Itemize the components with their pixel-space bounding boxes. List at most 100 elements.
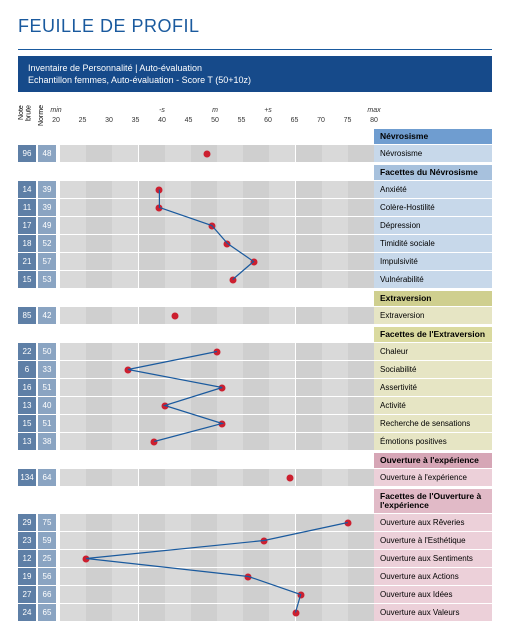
data-point (219, 384, 226, 391)
norm-score: 39 (38, 199, 56, 216)
plot-cell (60, 235, 374, 252)
section-header: Ouverture à l'expérience (374, 453, 492, 468)
raw-score: 13 (18, 397, 36, 414)
section-header: Facettes du Névrosisme (374, 165, 492, 180)
data-row: 12 25 Ouverture aux Sentiments (18, 550, 492, 567)
data-point (229, 276, 236, 283)
raw-score: 6 (18, 361, 36, 378)
plot-cell (60, 361, 374, 378)
data-row: 15 51 Recherche de sensations (18, 415, 492, 432)
row-label: Ouverture aux Valeurs (374, 604, 492, 621)
norm-score: 40 (38, 397, 56, 414)
section-header: Facettes de l'Extraversion (374, 327, 492, 342)
data-point (161, 402, 168, 409)
raw-score: 22 (18, 343, 36, 360)
plot-cell (60, 181, 374, 198)
raw-score: 11 (18, 199, 36, 216)
norm-score: 51 (38, 415, 56, 432)
page-title: FEUILLE DE PROFIL (18, 16, 492, 37)
raw-score: 16 (18, 379, 36, 396)
plot-cell (60, 271, 374, 288)
data-row: 27 66 Ouverture aux Idées (18, 586, 492, 603)
row-label: Timidité sociale (374, 235, 492, 252)
norm-score: 64 (38, 469, 56, 486)
col-raw-label: Note brute (18, 98, 36, 126)
data-row: 16 51 Assertivité (18, 379, 492, 396)
data-point (156, 204, 163, 211)
row-label: Ouverture aux Rêveries (374, 514, 492, 531)
plot-cell (60, 253, 374, 270)
data-row: 29 75 Ouverture aux Rêveries (18, 514, 492, 531)
plot-cell (60, 469, 374, 486)
title-rule (18, 49, 492, 50)
raw-score: 15 (18, 415, 36, 432)
norm-score: 56 (38, 568, 56, 585)
section-header: Névrosisme (374, 129, 492, 144)
data-row: 13 40 Activité (18, 397, 492, 414)
norm-score: 53 (38, 271, 56, 288)
row-label: Activité (374, 397, 492, 414)
data-row: 14 39 Anxiété (18, 181, 492, 198)
raw-score: 15 (18, 271, 36, 288)
row-label: Assertivité (374, 379, 492, 396)
plot-cell (60, 217, 374, 234)
data-row: 15 53 Vulnérabilité (18, 271, 492, 288)
data-point (203, 150, 210, 157)
row-label: Extraversion (374, 307, 492, 324)
norm-score: 51 (38, 379, 56, 396)
raw-score: 21 (18, 253, 36, 270)
norm-score: 42 (38, 307, 56, 324)
banner-line2: Echantillon femmes, Auto-évaluation - Sc… (28, 74, 482, 86)
data-row: 22 50 Chaleur (18, 343, 492, 360)
data-point (245, 573, 252, 580)
raw-score: 19 (18, 568, 36, 585)
norm-score: 38 (38, 433, 56, 450)
plot-cell (60, 397, 374, 414)
plot-cell (60, 568, 374, 585)
row-label: Dépression (374, 217, 492, 234)
plot-cell (60, 379, 374, 396)
norm-score: 57 (38, 253, 56, 270)
data-point (172, 312, 179, 319)
data-point (125, 366, 132, 373)
data-row: 11 39 Colère-Hostilité (18, 199, 492, 216)
norm-score: 59 (38, 532, 56, 549)
row-label: Émotions positives (374, 433, 492, 450)
raw-score: 23 (18, 532, 36, 549)
data-point (287, 474, 294, 481)
norm-score: 52 (38, 235, 56, 252)
plot-cell (60, 604, 374, 621)
row-label: Ouverture à l'expérience (374, 469, 492, 486)
raw-score: 14 (18, 181, 36, 198)
norm-score: 25 (38, 550, 56, 567)
section-header: Facettes de l'Ouverture à l'expérience (374, 489, 492, 513)
data-point (156, 186, 163, 193)
norm-score: 39 (38, 181, 56, 198)
norm-score: 50 (38, 343, 56, 360)
data-point (214, 348, 221, 355)
data-row: 23 59 Ouverture à l'Esthétique (18, 532, 492, 549)
raw-score: 29 (18, 514, 36, 531)
header-banner: Inventaire de Personnalité | Auto-évalua… (18, 56, 492, 92)
raw-score: 18 (18, 235, 36, 252)
section-header: Extraversion (374, 291, 492, 306)
plot-cell (60, 199, 374, 216)
data-row: 13 38 Émotions positives (18, 433, 492, 450)
norm-score: 65 (38, 604, 56, 621)
norm-score: 48 (38, 145, 56, 162)
row-label: Recherche de sensations (374, 415, 492, 432)
data-row: 17 49 Dépression (18, 217, 492, 234)
data-row: 24 65 Ouverture aux Valeurs (18, 604, 492, 621)
data-point (344, 519, 351, 526)
raw-score: 12 (18, 550, 36, 567)
plot-cell (60, 307, 374, 324)
plot-cell (60, 550, 374, 567)
plot-cell (60, 415, 374, 432)
row-label: Ouverture à l'Esthétique (374, 532, 492, 549)
data-point (151, 438, 158, 445)
raw-score: 134 (18, 469, 36, 486)
data-point (297, 591, 304, 598)
raw-score: 24 (18, 604, 36, 621)
data-point (219, 420, 226, 427)
row-label: Colère-Hostilité (374, 199, 492, 216)
